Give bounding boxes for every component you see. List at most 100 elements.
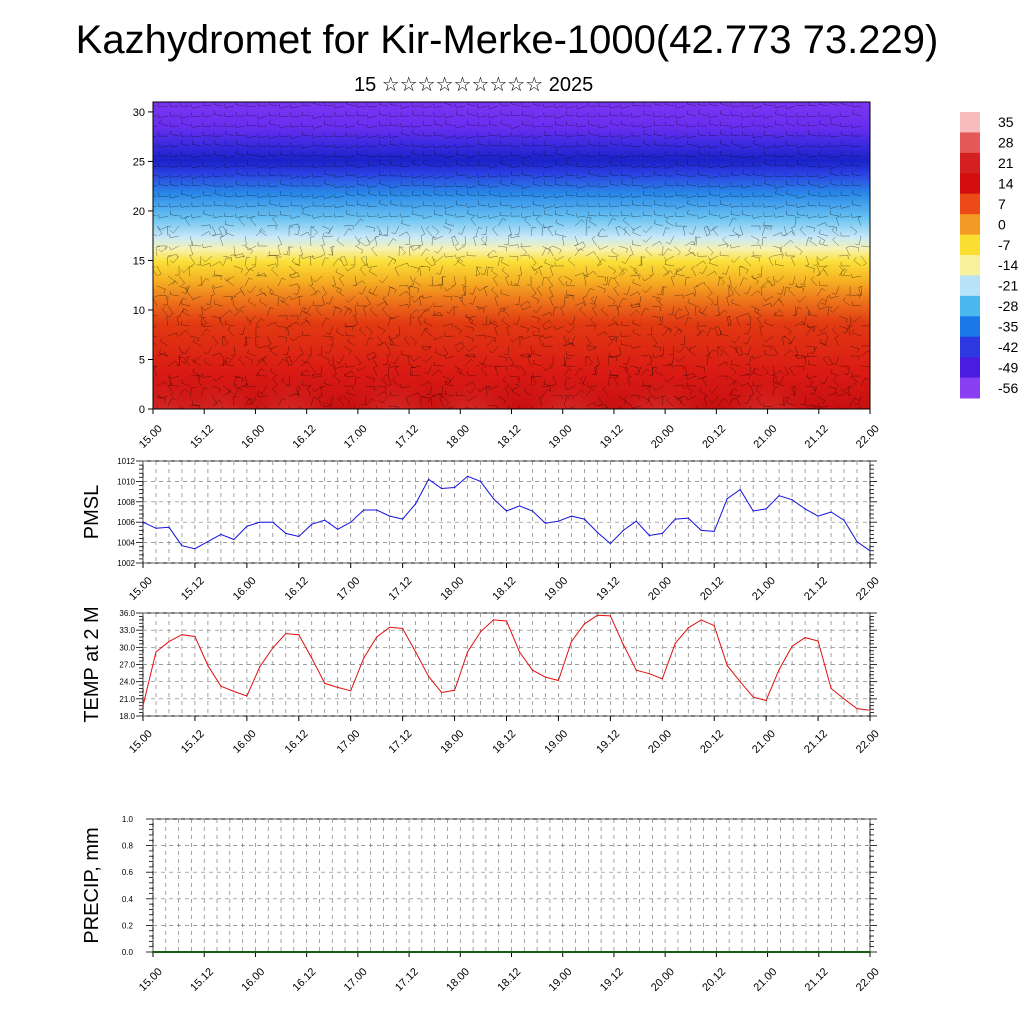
wind-barb-flag: [153, 295, 157, 299]
wind-barb-flag: [841, 413, 844, 415]
wind-barb-flag: [370, 413, 374, 414]
wind-barb: [310, 275, 313, 285]
wind-barb-flag: [757, 239, 760, 244]
wind-barb: [486, 315, 488, 326]
wind-barb-flag: [176, 316, 181, 318]
wind-barb-flag: [432, 336, 436, 341]
wind-barb-flag: [682, 294, 684, 299]
wind-barb: [445, 213, 455, 217]
wind-barb: [554, 134, 565, 137]
wind-barb: [552, 394, 562, 397]
wind-barb: [420, 345, 431, 348]
wind-barb-flag: [484, 363, 486, 368]
wind-barb: [797, 214, 807, 217]
wind-barb-flag: [180, 174, 182, 179]
wind-barb: [167, 305, 174, 314]
wind-barb: [489, 185, 499, 188]
wind-barb: [390, 155, 400, 158]
wind-barb: [611, 250, 620, 257]
wind-barb-flag: [730, 203, 732, 208]
y-tick-label: 15: [133, 255, 145, 267]
wind-barb-flag: [565, 160, 568, 165]
wind-barb: [823, 358, 829, 367]
wind-barb: [522, 305, 532, 311]
wind-barb: [684, 365, 688, 375]
wind-barb: [480, 239, 488, 247]
wind-barb-flag: [687, 298, 690, 303]
wind-barb: [453, 325, 462, 332]
wind-barb-flag: [775, 189, 777, 194]
data-point: [661, 532, 663, 535]
wind-barb-flag: [818, 174, 820, 179]
wind-barb: [566, 163, 576, 167]
wind-barb-flag: [349, 414, 353, 415]
wind-barb-flag: [311, 114, 314, 119]
wind-barb-flag: [493, 249, 497, 254]
wind-barb: [387, 345, 391, 355]
wind-barb: [671, 355, 675, 365]
colorbar-swatch: [960, 255, 980, 276]
wind-barb: [835, 217, 840, 227]
wind-barb: [587, 205, 598, 207]
data-point: [648, 673, 650, 675]
wind-barb-flag: [495, 404, 497, 409]
wind-barb-flag: [807, 374, 809, 379]
wind-barb: [739, 383, 749, 387]
wind-barb-flag: [807, 323, 809, 328]
wind-barb-flag: [547, 249, 551, 254]
wind-barb-flag: [635, 303, 640, 306]
wind-barb-flag: [609, 170, 612, 175]
wind-barb-flag: [587, 163, 589, 168]
wind-barb-flag: [466, 184, 468, 189]
wind-barb-flag: [455, 254, 457, 259]
wind-barb-flag: [246, 383, 248, 388]
wind-barb-flag: [477, 287, 480, 292]
wind-barb: [819, 305, 829, 310]
wind-barb-flag: [667, 363, 672, 365]
wind-barb-flag: [610, 277, 615, 279]
wind-barb-flag: [367, 239, 371, 243]
wind-barb: [427, 365, 433, 375]
wind-barb: [667, 375, 675, 383]
wind-barb: [431, 275, 434, 286]
wind-barb-flag: [411, 210, 414, 214]
wind-barb: [444, 335, 455, 337]
wind-barb-flag: [532, 383, 537, 386]
wind-barb: [791, 227, 796, 237]
wind-barb: [200, 263, 210, 267]
wind-barb: [585, 270, 594, 277]
wind-barb: [816, 298, 823, 307]
wind-barb-flag: [348, 228, 353, 231]
wind-barb-flag: [191, 263, 195, 266]
wind-barb-flag: [547, 276, 552, 279]
wind-barb-flag: [741, 123, 743, 128]
wind-barb-flag: [853, 257, 857, 261]
wind-barb: [642, 215, 653, 217]
wind-barb-flag: [733, 286, 737, 290]
wind-barb-flag: [593, 251, 597, 256]
x-tick-label: 19.00: [542, 575, 570, 603]
wind-barb: [651, 295, 661, 299]
wind-barb: [302, 205, 312, 209]
wind-barb: [794, 216, 797, 227]
wind-barb-flag: [246, 290, 251, 293]
wind-barb: [387, 238, 394, 247]
colorbar-label: 35: [998, 114, 1014, 130]
wind-barb-flag: [372, 378, 375, 383]
x-tick-label: 20.12: [698, 575, 726, 603]
wind-barb-flag: [240, 310, 244, 314]
wind-barb: [382, 395, 389, 404]
wind-barb-flag: [325, 231, 329, 235]
wind-barb: [222, 255, 232, 258]
wind-barb: [401, 354, 411, 357]
wind-barb-flag: [469, 292, 473, 295]
wind-barb: [599, 125, 609, 129]
wind-barb: [849, 345, 859, 349]
wind-barb-flag: [202, 243, 204, 248]
wind-barb-flag: [490, 267, 494, 271]
wind-barb: [518, 225, 521, 235]
wind-barb-flag: [587, 120, 590, 125]
wind-barb: [764, 183, 774, 187]
wind-barb: [654, 214, 664, 217]
wind-barb: [224, 115, 235, 118]
